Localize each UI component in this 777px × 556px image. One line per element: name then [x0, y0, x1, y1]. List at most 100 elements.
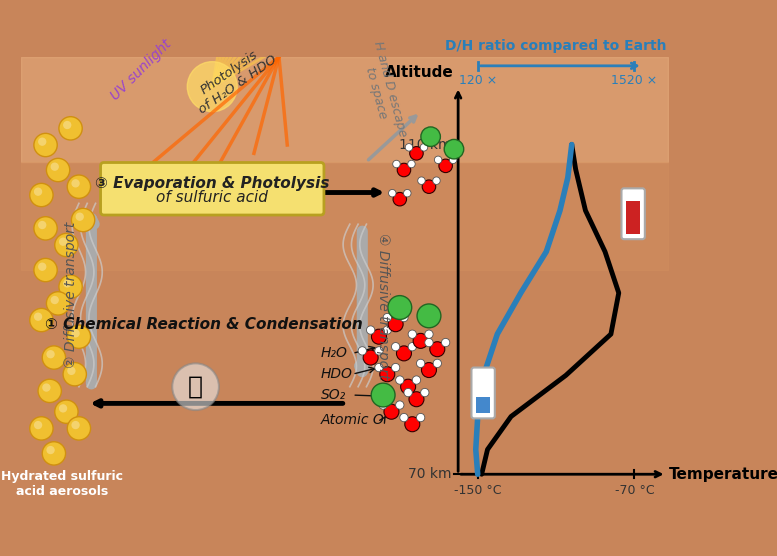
Text: -70 °C: -70 °C — [615, 484, 654, 497]
Circle shape — [388, 317, 403, 332]
Text: H and D escape
to space: H and D escape to space — [357, 39, 409, 142]
Circle shape — [404, 389, 413, 397]
Circle shape — [420, 389, 429, 397]
Circle shape — [75, 212, 84, 221]
Circle shape — [59, 237, 68, 246]
Circle shape — [392, 160, 400, 168]
FancyBboxPatch shape — [100, 162, 324, 215]
Circle shape — [395, 401, 404, 409]
Circle shape — [379, 401, 387, 409]
Circle shape — [358, 347, 367, 355]
Circle shape — [54, 234, 78, 257]
Text: HDO: HDO — [321, 367, 353, 381]
Text: 110 km: 110 km — [399, 137, 451, 152]
Circle shape — [30, 309, 53, 332]
Circle shape — [34, 217, 57, 240]
Circle shape — [47, 292, 70, 315]
Circle shape — [392, 342, 400, 351]
Text: -150 °C: -150 °C — [454, 484, 501, 497]
Circle shape — [68, 417, 91, 440]
Circle shape — [71, 421, 80, 429]
Text: ④ Diffusive transport: ④ Diffusive transport — [376, 232, 390, 379]
Circle shape — [367, 326, 375, 334]
Circle shape — [38, 379, 61, 403]
Circle shape — [375, 364, 383, 372]
Circle shape — [172, 364, 219, 410]
Circle shape — [401, 379, 416, 394]
Circle shape — [409, 392, 424, 407]
Text: Altitude: Altitude — [385, 65, 454, 80]
Circle shape — [371, 329, 386, 344]
Circle shape — [383, 314, 392, 322]
Circle shape — [38, 262, 47, 271]
Circle shape — [54, 400, 78, 423]
Circle shape — [441, 339, 450, 347]
Circle shape — [393, 192, 406, 206]
Circle shape — [420, 143, 427, 151]
FancyBboxPatch shape — [622, 188, 645, 239]
Circle shape — [416, 414, 425, 421]
Circle shape — [68, 175, 91, 198]
Circle shape — [34, 421, 42, 429]
Bar — [626, 201, 639, 234]
Circle shape — [413, 376, 420, 384]
Circle shape — [418, 177, 425, 185]
Circle shape — [42, 441, 65, 465]
Circle shape — [408, 342, 416, 351]
Circle shape — [392, 364, 400, 372]
Circle shape — [413, 334, 428, 349]
Circle shape — [363, 350, 378, 365]
Circle shape — [408, 330, 416, 339]
Circle shape — [34, 259, 57, 282]
Text: 🧪: 🧪 — [188, 375, 203, 399]
Circle shape — [34, 187, 42, 196]
Bar — [476, 397, 490, 414]
Circle shape — [380, 367, 395, 382]
Circle shape — [406, 143, 413, 151]
Circle shape — [34, 312, 42, 321]
Circle shape — [433, 177, 441, 185]
Circle shape — [51, 296, 59, 304]
Text: ① Chemical Reaction & Condensation: ① Chemical Reaction & Condensation — [45, 317, 363, 332]
Circle shape — [388, 190, 396, 197]
Circle shape — [403, 190, 411, 197]
Circle shape — [47, 158, 70, 182]
Circle shape — [38, 221, 47, 229]
Circle shape — [47, 350, 54, 359]
Circle shape — [68, 367, 75, 375]
Circle shape — [30, 417, 53, 440]
Text: 70 km: 70 km — [408, 467, 451, 481]
Circle shape — [439, 159, 452, 172]
Circle shape — [383, 326, 392, 334]
Circle shape — [397, 163, 411, 177]
Circle shape — [430, 342, 444, 357]
Circle shape — [375, 347, 383, 355]
Circle shape — [395, 376, 404, 384]
Circle shape — [71, 329, 80, 337]
Text: H₂O: H₂O — [321, 346, 347, 360]
Text: D/H ratio compared to Earth: D/H ratio compared to Earth — [445, 39, 667, 53]
Circle shape — [71, 208, 95, 232]
Text: 120 ×: 120 × — [458, 74, 497, 87]
Circle shape — [417, 304, 441, 328]
Circle shape — [388, 296, 412, 320]
Circle shape — [396, 346, 412, 361]
Circle shape — [59, 404, 68, 413]
Text: SO₂: SO₂ — [321, 388, 346, 402]
Circle shape — [409, 147, 423, 160]
Circle shape — [434, 156, 442, 163]
Circle shape — [400, 414, 408, 421]
Circle shape — [63, 279, 71, 287]
Circle shape — [30, 183, 53, 207]
Circle shape — [34, 133, 57, 157]
Circle shape — [42, 384, 51, 392]
Text: UV sunlight: UV sunlight — [108, 37, 175, 103]
Text: of sulfuric acid: of sulfuric acid — [156, 190, 268, 205]
FancyBboxPatch shape — [472, 368, 495, 419]
Circle shape — [371, 383, 395, 407]
Circle shape — [421, 127, 441, 146]
Circle shape — [68, 325, 91, 349]
Text: Temperature: Temperature — [669, 466, 777, 481]
Circle shape — [425, 330, 433, 339]
Circle shape — [384, 404, 399, 419]
